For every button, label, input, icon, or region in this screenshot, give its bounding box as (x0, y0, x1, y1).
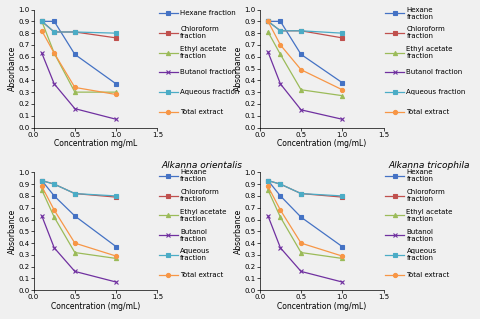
Text: Butanol
fraction: Butanol fraction (407, 228, 433, 241)
Text: Ethyl acetate
fraction: Ethyl acetate fraction (407, 46, 453, 59)
Text: Hexane fraction: Hexane fraction (180, 10, 236, 16)
Text: Butanol fraction: Butanol fraction (407, 69, 463, 75)
Text: Total extract: Total extract (180, 271, 224, 278)
X-axis label: Concentration (mg/mL): Concentration (mg/mL) (277, 302, 366, 311)
Text: Total extract: Total extract (407, 109, 450, 115)
Text: Chloroform
fraction: Chloroform fraction (180, 26, 219, 39)
Text: Chloroform
fraction: Chloroform fraction (407, 26, 445, 39)
Text: Chloroform
fraction: Chloroform fraction (180, 189, 219, 202)
Text: Aqueous fraction: Aqueous fraction (407, 89, 466, 95)
Y-axis label: Absorbance: Absorbance (8, 209, 17, 254)
Text: Ethyl acetate
fraction: Ethyl acetate fraction (407, 209, 453, 222)
Text: Alkanna tricophila: Alkanna tricophila (388, 161, 469, 170)
Text: Hexane
fraction: Hexane fraction (407, 7, 433, 19)
Text: Chloroform
fraction: Chloroform fraction (407, 189, 445, 202)
X-axis label: Concentration (mg/mL): Concentration (mg/mL) (51, 302, 140, 311)
Text: Ethyl acetate
fraction: Ethyl acetate fraction (180, 209, 227, 222)
X-axis label: Concentration mg/mL: Concentration mg/mL (54, 139, 137, 148)
Text: Butanol fraction: Butanol fraction (180, 69, 237, 75)
Text: Hexane
fraction: Hexane fraction (407, 169, 433, 182)
Text: Total extract: Total extract (407, 271, 450, 278)
Text: Total extract: Total extract (180, 109, 224, 115)
Text: Hexane
fraction: Hexane fraction (180, 169, 207, 182)
Text: Butanol
fraction: Butanol fraction (180, 228, 207, 241)
Y-axis label: Absorbance: Absorbance (234, 209, 243, 254)
Text: Aqueous
fraction: Aqueous fraction (180, 248, 210, 261)
Y-axis label: Absorbance: Absorbance (8, 46, 17, 91)
Text: Alkanna orientalis: Alkanna orientalis (162, 161, 243, 170)
Text: Aqueous
fraction: Aqueous fraction (407, 248, 437, 261)
Y-axis label: Absorbance: Absorbance (234, 46, 243, 91)
X-axis label: Concentration (mg/mL): Concentration (mg/mL) (277, 139, 366, 148)
Text: Ethyl acetate
fraction: Ethyl acetate fraction (180, 46, 227, 59)
Text: Aqueous fraction: Aqueous fraction (180, 89, 240, 95)
